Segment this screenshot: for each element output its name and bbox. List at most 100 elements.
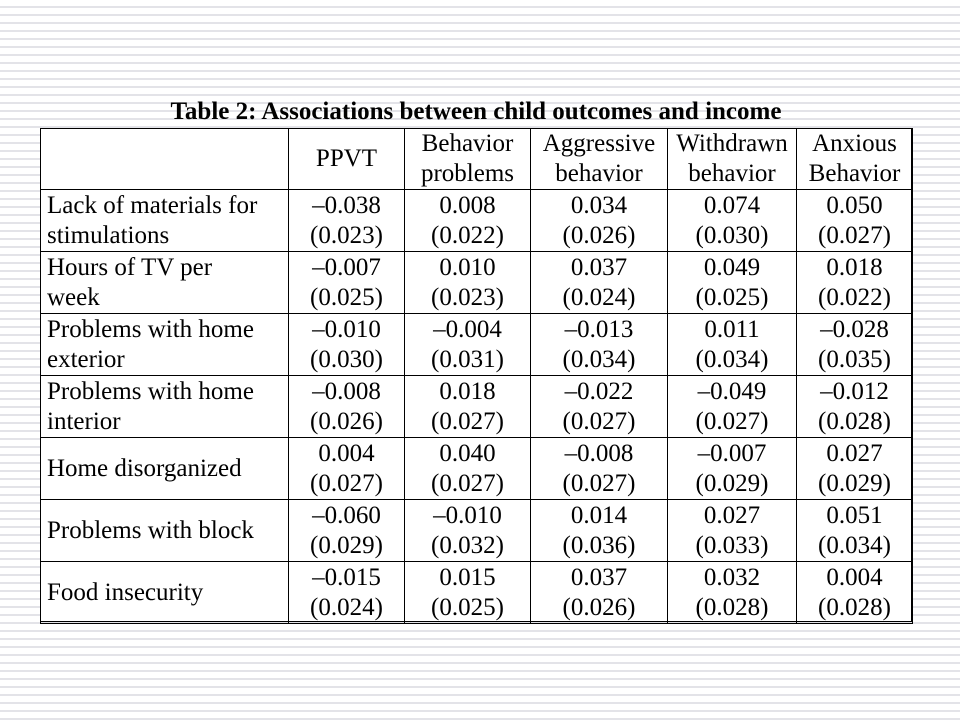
column-header-line: Behavior <box>421 130 514 157</box>
standard-error-value: (0.033) <box>695 531 769 559</box>
table-cell: 0.050 (0.027) <box>796 189 913 252</box>
column-header-line: Anxious <box>812 130 897 157</box>
coefficient-value: –0.007 <box>312 253 381 281</box>
standard-error-value: (0.031) <box>431 345 504 373</box>
coefficient-value: –0.010 <box>433 501 502 529</box>
table-row: Home disorganized 0.004 (0.027) 0.040 (0.027… <box>40 437 913 500</box>
table-cell: 0.049 (0.025) <box>667 251 797 314</box>
coefficient-value: –0.015 <box>312 563 381 591</box>
table-cell: –0.022 (0.027) <box>530 375 668 438</box>
standard-error-value: (0.027) <box>818 221 891 249</box>
standard-error-value: (0.028) <box>818 593 891 621</box>
coefficient-value: 0.050 <box>826 191 883 219</box>
column-header-behavior-problems: Behavior problems <box>404 128 531 190</box>
standard-error-value: (0.034) <box>818 531 891 559</box>
coefficient-value: 0.051 <box>826 501 883 529</box>
column-header-line: behavior <box>555 160 643 187</box>
standard-error-value: (0.029) <box>818 469 891 497</box>
associations-table: PPVT Behavior problems Aggressive behavi… <box>40 128 913 624</box>
coefficient-value: –0.013 <box>564 315 634 343</box>
row-label-cell: Hours of TV per week <box>40 251 289 314</box>
row-label-cell: Problems with block <box>40 499 289 562</box>
column-header-line: problems <box>420 160 515 187</box>
row-label-line: Problems with block <box>47 516 254 544</box>
standard-error-value: (0.028) <box>818 407 891 435</box>
standard-error-value: (0.025) <box>695 283 769 311</box>
coefficient-value: 0.032 <box>703 563 761 591</box>
coefficient-value: 0.027 <box>703 501 761 529</box>
table-cell: 0.011 (0.034) <box>667 313 797 376</box>
table-cell: –0.012 (0.028) <box>796 375 913 438</box>
standard-error-value: (0.027) <box>562 407 636 435</box>
header-corner-cell <box>40 128 289 190</box>
standard-error-value: (0.026) <box>562 221 636 249</box>
table-title: Table 2: Associations between child outc… <box>170 98 782 125</box>
table-row: Problems with block –0.060 (0.029) –0.010 (0… <box>40 499 913 562</box>
row-label-cell: Problems with home interior <box>40 375 289 438</box>
coefficient-value: 0.004 <box>826 563 883 591</box>
coefficient-value: –0.022 <box>564 377 634 405</box>
standard-error-value: (0.024) <box>562 283 636 311</box>
table-cell: 0.040 (0.027) <box>404 437 531 500</box>
table-cell: 0.015 (0.025) <box>404 561 531 624</box>
row-label-line: exterior <box>47 345 125 373</box>
table-cell: 0.034 (0.026) <box>530 189 668 252</box>
standard-error-value: (0.024) <box>310 593 383 621</box>
standard-error-value: (0.027) <box>431 407 504 435</box>
column-header-line: behavior <box>688 160 776 187</box>
coefficient-value: 0.037 <box>570 253 628 281</box>
standard-error-value: (0.030) <box>695 221 769 249</box>
table-row: Lack of materials for stimulations –0.038(… <box>40 189 913 252</box>
table-cell: –0.010 (0.032) <box>404 499 531 562</box>
standard-error-value: (0.027) <box>431 469 504 497</box>
standard-error-value: (0.026) <box>562 593 636 621</box>
coefficient-value: 0.040 <box>439 439 496 467</box>
table-cell: 0.037 (0.024) <box>530 251 668 314</box>
coefficient-value: 0.014 <box>570 501 628 529</box>
row-label-cell: Home disorganized <box>40 437 289 500</box>
coefficient-value: 0.010 <box>439 253 496 281</box>
table-row: Food insecurity –0.015 (0.024) 0.015 (0.025)… <box>40 561 913 624</box>
coefficient-value: –0.049 <box>697 377 767 405</box>
standard-error-value: (0.022) <box>818 283 891 311</box>
table-body: Lack of materials for stimulations –0.038(… <box>40 189 913 624</box>
table-cell: 0.018 (0.022) <box>796 251 913 314</box>
table-cell: 0.018 (0.027) <box>404 375 531 438</box>
column-header-line: Withdrawn <box>676 130 788 157</box>
coefficient-value: 0.008 <box>439 191 496 219</box>
standard-error-value: (0.028) <box>695 593 769 621</box>
row-label-line: Lack of materials for <box>47 191 258 219</box>
row-label-cell: Food insecurity <box>40 561 289 624</box>
column-header-line: Aggressive <box>542 130 656 157</box>
row-label-line: Problems with home <box>47 315 254 343</box>
table-row: Hours of TV per week –0.007 (0.025) 0.010 (0.… <box>40 251 913 314</box>
row-label-line: Home disorganized <box>47 454 242 482</box>
coefficient-value: –0.008 <box>564 439 634 467</box>
coefficient-value: 0.015 <box>439 563 496 591</box>
table-cell: 0.014 (0.036) <box>530 499 668 562</box>
coefficient-value: 0.074 <box>703 191 761 219</box>
standard-error-value: (0.022) <box>431 221 504 249</box>
table-frame: PPVT Behavior problems Aggressive behavi… <box>40 128 913 624</box>
coefficient-value: –0.012 <box>820 377 889 405</box>
column-header-aggressive-behavior: Aggressive behavior <box>530 128 668 190</box>
header-row: PPVT Behavior problems Aggressive behavi… <box>40 128 913 190</box>
column-header-anxious-behavior: Anxious Behavior <box>796 128 913 190</box>
row-label-line: stimulations <box>47 221 170 249</box>
row-label-line: Hours of TV per <box>47 253 213 281</box>
column-header-ppvt: PPVT <box>288 128 405 190</box>
coefficient-value: –0.060 <box>312 501 381 529</box>
row-label-line: interior <box>47 407 121 435</box>
coefficient-value: 0.004 <box>318 439 375 467</box>
table-cell: –0.038 (0.023) <box>288 189 405 252</box>
table-cell: 0.027 (0.029) <box>796 437 913 500</box>
column-header-withdrawn-behavior: Withdrawn behavior <box>667 128 797 190</box>
column-header-line: Behavior <box>808 160 901 187</box>
table-cell: –0.004 (0.031) <box>404 313 531 376</box>
standard-error-value: (0.023) <box>310 221 383 249</box>
standard-error-value: (0.029) <box>695 469 769 497</box>
table-cell: –0.007 (0.029) <box>667 437 797 500</box>
coefficient-value: 0.034 <box>570 191 628 219</box>
coefficient-value: –0.007 <box>697 439 767 467</box>
standard-error-value: (0.034) <box>695 345 769 373</box>
